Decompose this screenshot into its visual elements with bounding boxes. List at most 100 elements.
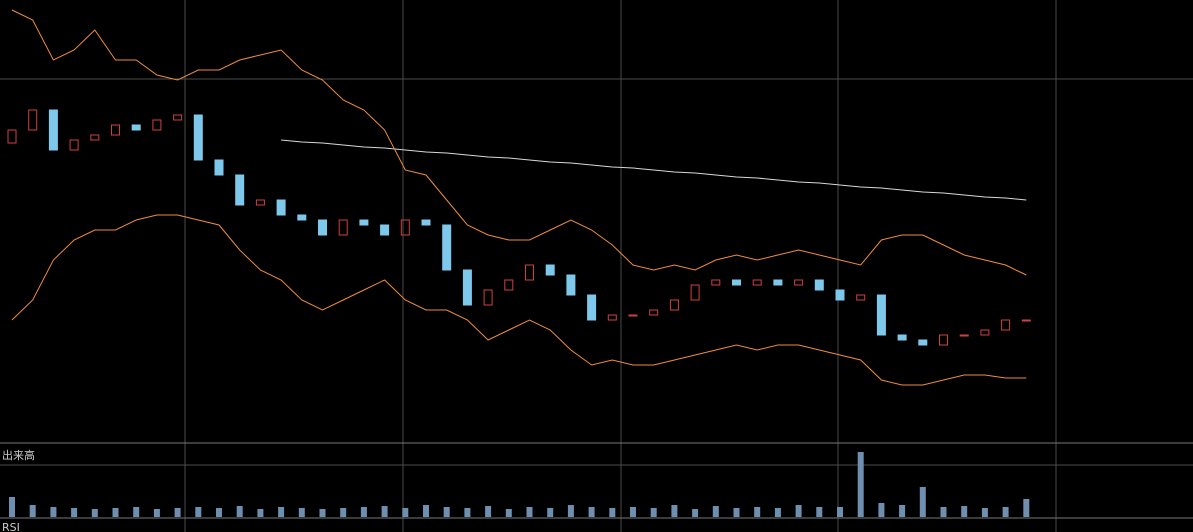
candle-body (876, 294, 886, 336)
volume-bar (91, 509, 98, 517)
volume-bar (9, 497, 15, 517)
volume-bar (278, 507, 285, 517)
volume-bar (754, 507, 761, 517)
candle-body (131, 124, 141, 131)
candle-body (173, 114, 183, 121)
volume-bar (112, 508, 119, 517)
volume-bar (133, 507, 140, 517)
candle-body (421, 219, 431, 226)
candle-body (255, 199, 265, 206)
candle-body (400, 219, 410, 236)
volume-bar (1023, 499, 1030, 517)
volume-bar (547, 508, 554, 517)
volume-bar (588, 507, 595, 517)
candle-body (649, 309, 659, 316)
candle-body (380, 224, 390, 236)
candle-body (628, 314, 638, 317)
volume-bar (526, 507, 533, 517)
volume-bar (402, 508, 409, 517)
volume-bar (940, 507, 947, 517)
candle-body (1001, 319, 1011, 331)
volume-bar (961, 506, 968, 517)
candle-body (545, 264, 555, 276)
volume-bar (671, 505, 678, 517)
volume-bar (485, 506, 492, 517)
candle-body (794, 279, 804, 286)
volume-bar (857, 452, 864, 517)
indicator-line (281, 139, 1027, 201)
rsi-title: RSI (2, 521, 20, 532)
volume-bar (733, 508, 740, 517)
volume-bar (505, 509, 512, 517)
volume-bar (981, 508, 988, 517)
volume-bar (174, 508, 181, 517)
candle-body (1021, 319, 1031, 322)
volume-bar (29, 505, 36, 517)
volume-bar (816, 507, 823, 517)
candle-body (669, 299, 679, 311)
candle-body (359, 219, 369, 226)
volume-bar (837, 507, 843, 517)
candle-body (607, 314, 617, 321)
candle-body (48, 109, 58, 151)
volume-bar (919, 487, 926, 517)
candle-body (214, 159, 224, 176)
candle-body (152, 119, 162, 131)
volume-bar (630, 507, 636, 517)
volume-bar (236, 506, 243, 517)
candle-body (814, 279, 824, 291)
volume-bar (464, 508, 471, 517)
volume-bar (50, 507, 57, 517)
candle-body (504, 279, 514, 291)
volume-bar (899, 505, 906, 517)
candle-body (711, 279, 721, 286)
candle-body (939, 334, 948, 346)
candle-body (690, 284, 700, 301)
candle-body (587, 294, 597, 321)
candle-body (980, 329, 990, 336)
volume-bar (257, 509, 264, 517)
candle-body (462, 269, 472, 306)
candle-body (959, 334, 969, 337)
indicator-line (11, 214, 1027, 386)
candle-body (773, 279, 783, 286)
candle-body (752, 279, 762, 286)
candle-body (28, 109, 38, 131)
candle-body (835, 289, 845, 301)
volume-bar (567, 505, 574, 517)
volume-bar (795, 505, 802, 517)
volume-bar (319, 509, 326, 517)
volume-bar (340, 508, 347, 517)
candle-body (276, 199, 286, 216)
volume-bar (878, 503, 885, 517)
candle-body (483, 289, 493, 306)
candle-body (442, 224, 452, 271)
candle-body (525, 264, 534, 281)
volume-bar (1002, 507, 1009, 517)
volume-bar (216, 508, 222, 517)
volume-bar (360, 507, 367, 517)
candle-body (318, 219, 327, 236)
candle-body (90, 134, 100, 141)
candle-body (856, 294, 866, 301)
volume-bar (650, 508, 657, 517)
volume-bar (443, 507, 450, 517)
volume-bar (712, 506, 719, 517)
candle-body (111, 124, 120, 136)
candle-body (235, 174, 245, 206)
volume-bar (692, 509, 699, 517)
candle-body (69, 139, 79, 151)
volume-bar (423, 505, 429, 517)
candle-body (7, 129, 17, 144)
candle-body (338, 219, 348, 236)
volume-title: 出来高 (2, 448, 35, 462)
volume-bar (195, 507, 202, 517)
candle-body (566, 274, 576, 296)
volume-bar (298, 508, 305, 517)
volume-bar (153, 509, 160, 517)
candle-body (193, 114, 203, 161)
candle-body (732, 279, 741, 286)
candle-body (918, 339, 928, 346)
